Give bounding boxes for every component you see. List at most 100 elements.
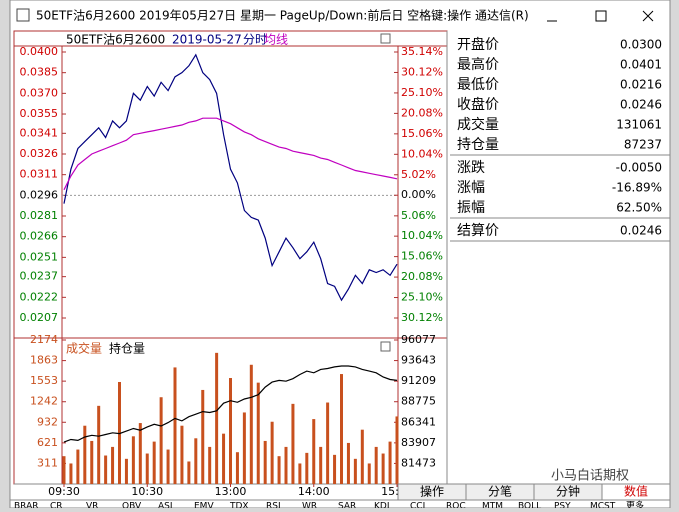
volume-bar: [131, 436, 135, 484]
volume-bar: [353, 458, 357, 484]
volume-bar: [340, 374, 343, 484]
tab[interactable]: [601, 483, 671, 501]
tab-label[interactable]: 分笔: [488, 484, 512, 499]
volume-bar: [138, 423, 142, 484]
y-tick-label: 0.0341: [20, 126, 59, 139]
y-tick-label: 1553: [30, 374, 58, 387]
quote-value: 131061: [616, 118, 662, 132]
toolbar-item[interactable]: KDJ: [374, 502, 390, 512]
y-tick-label: 0.0370: [20, 86, 59, 99]
x-tick-label: 09:30: [48, 485, 80, 498]
toolbar-item[interactable]: BOLL: [518, 502, 541, 512]
toolbar-item[interactable]: MTM: [482, 502, 503, 512]
toolbar-item[interactable]: CR: [50, 502, 63, 512]
y2-tick-label: 30.12%: [401, 65, 443, 78]
toolbar-item[interactable]: WR: [302, 502, 317, 512]
volume-bar: [381, 453, 385, 484]
toolbar-item[interactable]: EMV: [194, 502, 214, 512]
watermark: 小马白话期权: [551, 468, 629, 484]
toolbar-item[interactable]: ASI: [158, 502, 173, 512]
quote-label: 成交量: [457, 116, 499, 133]
x-tick-label: 14:00: [298, 485, 330, 498]
toolbar-item[interactable]: PSY: [554, 502, 571, 512]
volume-bar: [298, 463, 302, 484]
quote-value: 62.50%: [616, 201, 662, 215]
y2-tick-label: 25.10%: [401, 86, 443, 99]
toolbar-item[interactable]: VR: [86, 502, 98, 512]
volume-bar: [111, 446, 115, 484]
y-tick-label: 0.0311: [20, 168, 59, 181]
volume-bar: [201, 389, 205, 484]
y2-tick-label: 0.00%: [401, 188, 436, 201]
y2-tick-label: 10.04%: [401, 147, 443, 160]
y-tick-label: 932: [37, 415, 58, 428]
x-tick-label: 13:00: [215, 485, 247, 498]
volume-bar: [326, 402, 330, 484]
volume-bar: [145, 453, 149, 484]
toolbar-item[interactable]: OBV: [122, 502, 142, 512]
maximize-button[interactable]: [595, 10, 607, 22]
tab-label[interactable]: 分钟: [556, 484, 580, 499]
y-tick-label: 0.0326: [20, 147, 59, 160]
quote-label: 涨幅: [457, 180, 485, 196]
y-tick-label: 0.0355: [20, 107, 59, 120]
y2-tick-label: 5.06%: [401, 209, 436, 222]
toolbar-item[interactable]: BRAR: [14, 502, 38, 512]
close-button[interactable]: [642, 10, 654, 22]
volume-bar: [208, 446, 212, 484]
y-tick-label: 0.0251: [20, 250, 59, 263]
y2-tick-label: 96077: [401, 333, 436, 346]
y2-tick-label: 35.14%: [401, 45, 443, 58]
y2-tick-label: 83907: [401, 436, 436, 449]
quote-value: 0.0246: [620, 98, 662, 112]
y-tick-label: 0.0207: [20, 311, 59, 324]
volume-bar: [187, 461, 191, 484]
series-line: [63, 117, 398, 191]
volume-bar: [124, 458, 128, 484]
volume-bar: [242, 412, 246, 484]
volume-bar: [152, 441, 156, 484]
volume-bar: [346, 442, 350, 484]
volume-bar: [222, 433, 226, 484]
y2-tick-label: 25.10%: [401, 291, 443, 304]
volume-bar: [90, 440, 94, 484]
quote-value: 87237: [624, 138, 662, 152]
series-line: [63, 365, 398, 443]
volume-bar: [360, 429, 364, 484]
y2-tick-label: 81473: [401, 456, 436, 469]
y-tick-label: 0.0400: [20, 45, 59, 58]
volume-bar: [374, 446, 378, 484]
quote-value: 0.0300: [620, 38, 662, 52]
y2-tick-label: 5.02%: [401, 168, 436, 181]
volume-bar: [159, 397, 163, 484]
panel-button[interactable]: [380, 33, 391, 44]
volume-bar: [284, 446, 288, 484]
toolbar-item[interactable]: ROC: [446, 502, 466, 512]
toolbar-item[interactable]: 更多: [626, 500, 644, 512]
quote-value: 0.0401: [620, 58, 662, 72]
chart-period: 分时: [243, 33, 267, 47]
legend-entry: 成交量: [66, 341, 102, 356]
tab-label[interactable]: 操作: [420, 484, 444, 499]
tab-label[interactable]: 数值: [624, 484, 648, 499]
toolbar-item[interactable]: RSI: [266, 502, 281, 512]
quote-value: -0.0050: [616, 161, 662, 175]
toolbar-item[interactable]: SAR: [338, 502, 356, 512]
quote-label: 涨跌: [457, 160, 485, 176]
y2-tick-label: 93643: [401, 354, 436, 367]
toolbar-item[interactable]: CCI: [410, 502, 425, 512]
x-tick-label: 10:30: [131, 485, 163, 498]
quote-value: 0.0246: [620, 224, 662, 238]
panel-button[interactable]: [380, 341, 391, 352]
volume-bar: [263, 440, 267, 484]
toolbar-item[interactable]: MCST: [590, 502, 616, 512]
volume-bar: [97, 405, 101, 484]
y2-tick-label: 20.08%: [401, 106, 443, 119]
volume-bar: [215, 352, 219, 484]
y2-tick-label: 15.06%: [401, 127, 443, 140]
toolbar-item[interactable]: TDX: [229, 502, 249, 512]
quote-label: 最高价: [457, 56, 499, 73]
series-line: [63, 53, 398, 302]
